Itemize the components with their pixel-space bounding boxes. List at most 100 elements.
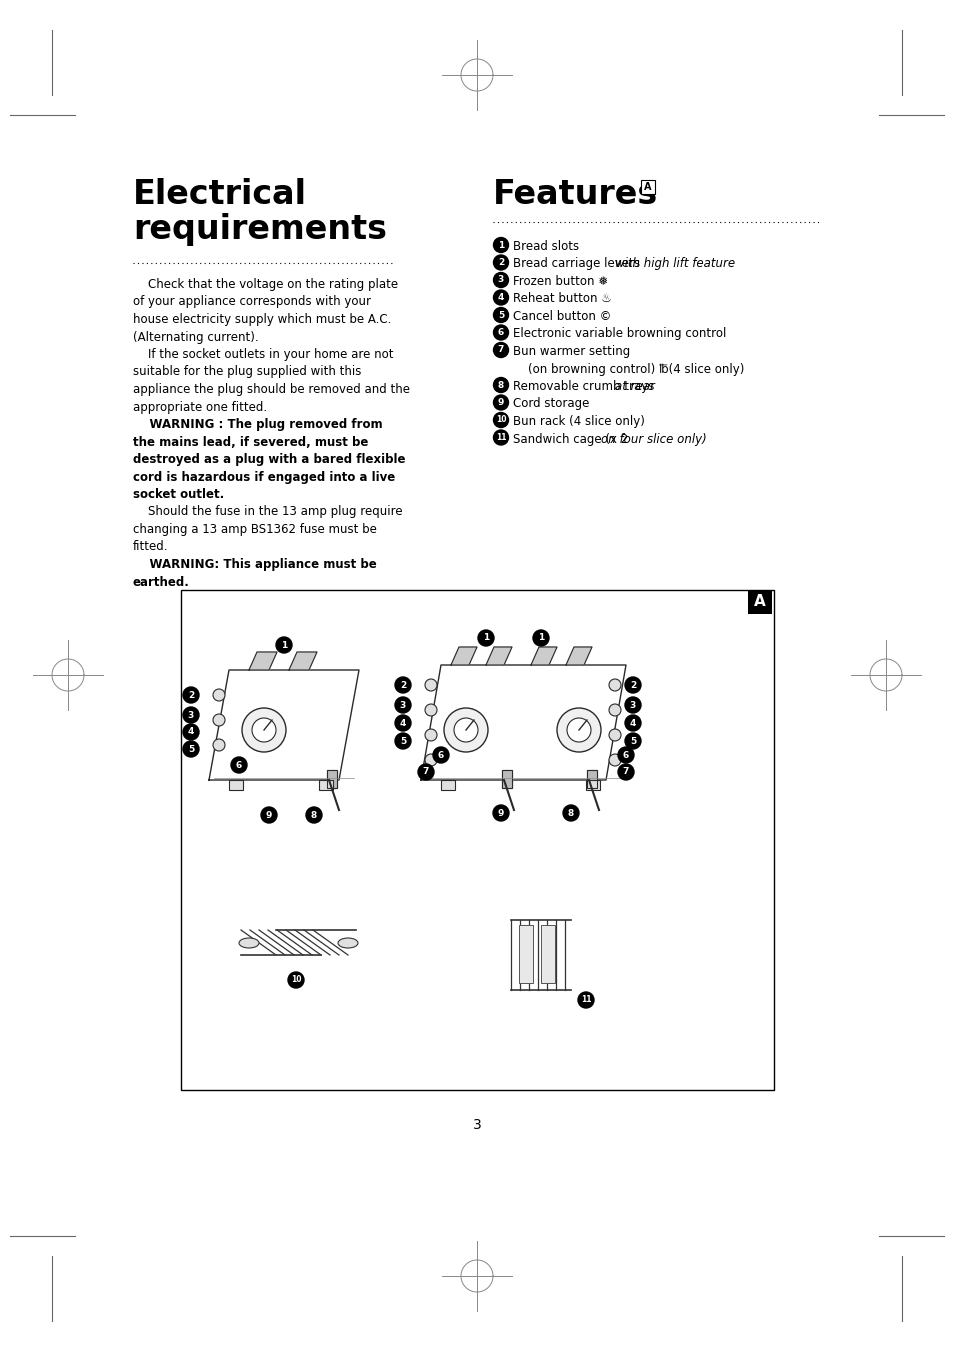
Circle shape (231, 757, 247, 773)
Bar (501, 770, 512, 788)
Text: 9: 9 (266, 811, 272, 820)
Ellipse shape (239, 938, 258, 948)
Text: of your appliance corresponds with your: of your appliance corresponds with your (132, 296, 371, 308)
Text: destroyed as a plug with a bared flexible: destroyed as a plug with a bared flexibl… (132, 453, 405, 466)
Text: 7: 7 (422, 767, 429, 777)
Circle shape (493, 412, 508, 427)
Text: A: A (753, 594, 765, 609)
Text: (on browning control) ℔(4 slice only): (on browning control) ℔(4 slice only) (513, 362, 743, 376)
Circle shape (608, 754, 620, 766)
Text: WARNING: This appliance must be: WARNING: This appliance must be (132, 558, 376, 571)
Text: 7: 7 (497, 346, 503, 354)
Text: socket outlet.: socket outlet. (132, 488, 224, 501)
Polygon shape (485, 647, 512, 665)
Circle shape (624, 734, 640, 748)
Text: 7: 7 (622, 767, 629, 777)
Circle shape (493, 238, 508, 253)
Circle shape (213, 713, 225, 725)
Text: 1: 1 (497, 240, 503, 250)
Circle shape (395, 734, 411, 748)
Text: 6: 6 (437, 751, 444, 759)
Text: Check that the voltage on the rating plate: Check that the voltage on the rating pla… (132, 278, 397, 290)
Circle shape (493, 343, 508, 358)
Polygon shape (289, 653, 316, 670)
Text: with high lift feature: with high lift feature (615, 258, 735, 270)
Bar (585, 780, 599, 790)
Polygon shape (249, 653, 276, 670)
Circle shape (562, 805, 578, 821)
Text: Bun rack (4 slice only): Bun rack (4 slice only) (513, 415, 644, 428)
Circle shape (395, 715, 411, 731)
Text: 5: 5 (188, 744, 193, 754)
Bar (327, 770, 336, 788)
Bar (640, 180, 655, 195)
Text: 5: 5 (497, 311, 503, 319)
Text: requirements: requirements (132, 213, 387, 246)
Circle shape (213, 689, 225, 701)
Text: Should the fuse in the 13 amp plug require: Should the fuse in the 13 amp plug requi… (132, 505, 402, 519)
Bar (181, 590, 773, 1090)
Text: (Alternating current).: (Alternating current). (132, 331, 258, 343)
Polygon shape (565, 647, 592, 665)
Text: cord is hazardous if engaged into a live: cord is hazardous if engaged into a live (132, 470, 395, 484)
Text: suitable for the plug supplied with this: suitable for the plug supplied with this (132, 366, 361, 378)
Circle shape (493, 290, 508, 305)
Text: 1: 1 (537, 634, 543, 643)
Circle shape (493, 326, 508, 340)
Text: Reheat button ♨: Reheat button ♨ (513, 293, 611, 305)
Text: 11: 11 (580, 996, 591, 1005)
Circle shape (493, 805, 509, 821)
Text: 4: 4 (497, 293, 503, 303)
Text: WARNING : The plug removed from: WARNING : The plug removed from (132, 417, 382, 431)
Text: the mains lead, if severed, must be: the mains lead, if severed, must be (132, 435, 368, 449)
Text: 8: 8 (311, 811, 316, 820)
Text: 3: 3 (629, 701, 636, 709)
Text: A: A (643, 182, 651, 192)
Text: 4: 4 (629, 719, 636, 727)
Bar (440, 780, 455, 790)
Text: appliance the plug should be removed and the: appliance the plug should be removed and… (132, 382, 410, 396)
Text: on four slice only): on four slice only) (600, 432, 706, 446)
Text: Bread carriage levers: Bread carriage levers (513, 258, 643, 270)
Text: 6: 6 (497, 328, 503, 336)
Text: 3: 3 (399, 701, 406, 709)
Circle shape (493, 377, 508, 393)
Circle shape (566, 717, 590, 742)
Circle shape (493, 273, 508, 288)
Text: Electrical: Electrical (132, 178, 307, 211)
Circle shape (242, 708, 286, 753)
Circle shape (618, 747, 634, 763)
Circle shape (624, 677, 640, 693)
Text: Cancel button ©: Cancel button © (513, 309, 611, 323)
Text: 8: 8 (497, 381, 503, 389)
Circle shape (493, 255, 508, 270)
Text: 4: 4 (399, 719, 406, 727)
Circle shape (624, 697, 640, 713)
Text: fitted.: fitted. (132, 540, 169, 554)
Circle shape (454, 717, 477, 742)
Polygon shape (420, 665, 625, 780)
Circle shape (183, 740, 199, 757)
Circle shape (608, 680, 620, 690)
Circle shape (395, 677, 411, 693)
Text: 2: 2 (497, 258, 503, 267)
Text: 9: 9 (497, 399, 503, 407)
Circle shape (624, 715, 640, 731)
Circle shape (557, 708, 600, 753)
Bar (229, 780, 243, 790)
Text: house electricity supply which must be A.C.: house electricity supply which must be A… (132, 313, 391, 326)
Text: Bread slots: Bread slots (513, 240, 578, 253)
Text: 6: 6 (622, 751, 628, 759)
Circle shape (183, 688, 199, 703)
Text: 9: 9 (497, 808, 503, 817)
Text: 1: 1 (280, 640, 287, 650)
Text: Frozen button ❅: Frozen button ❅ (513, 276, 607, 288)
Circle shape (433, 747, 449, 763)
Text: 8: 8 (567, 808, 574, 817)
Circle shape (275, 638, 292, 653)
Circle shape (493, 430, 508, 444)
Text: 4: 4 (188, 727, 194, 736)
Circle shape (424, 680, 436, 690)
Circle shape (424, 754, 436, 766)
Text: 2: 2 (188, 690, 193, 700)
